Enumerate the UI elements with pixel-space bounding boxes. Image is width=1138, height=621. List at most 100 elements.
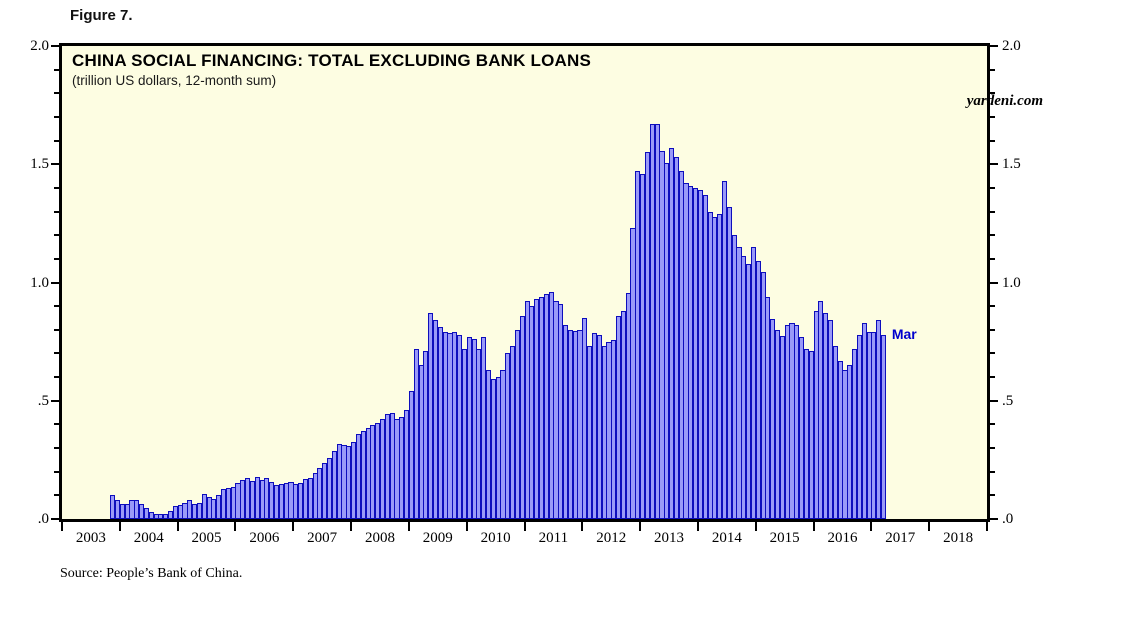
- bar: [355, 434, 361, 519]
- y-axis-minor-tick: [990, 210, 995, 213]
- y-axis-label-right: .0: [1002, 511, 1014, 527]
- x-axis-year-label: 2013: [654, 530, 685, 546]
- bar: [264, 478, 270, 519]
- y-axis-minor-tick: [990, 376, 995, 379]
- bar: [211, 498, 217, 519]
- x-axis-year-label: 2006: [249, 530, 280, 546]
- bar: [148, 511, 154, 519]
- bar: [750, 247, 757, 519]
- bar: [254, 477, 260, 519]
- bar: [765, 296, 771, 519]
- bar: [828, 320, 834, 519]
- y-axis-minor-tick: [990, 186, 995, 189]
- bar: [779, 335, 785, 519]
- bar: [640, 173, 646, 519]
- bar: [389, 412, 395, 519]
- bar: [630, 228, 636, 519]
- x-axis-tick: [350, 522, 353, 531]
- bar: [485, 370, 492, 519]
- bar: [587, 346, 593, 519]
- bar: [476, 348, 482, 519]
- y-axis-major-tick: [990, 281, 998, 284]
- bar: [225, 487, 231, 519]
- chart-title: CHINA SOCIAL FINANCING: TOTAL EXCLUDING …: [72, 51, 592, 70]
- bar: [370, 425, 376, 519]
- bar: [567, 329, 573, 519]
- bar: [876, 320, 882, 519]
- bar: [114, 500, 121, 519]
- y-axis-minor-tick: [54, 423, 59, 426]
- bar: [534, 299, 540, 519]
- bar: [360, 431, 366, 519]
- figure-label: Figure 7.: [70, 7, 133, 24]
- bar: [495, 377, 501, 519]
- y-axis-major-tick: [51, 281, 59, 284]
- x-axis-tick: [407, 522, 410, 531]
- x-axis-year-label: 2004: [133, 530, 164, 546]
- bar: [837, 360, 843, 519]
- bar: [741, 256, 747, 519]
- y-axis-major-tick: [51, 518, 59, 520]
- bar: [206, 497, 212, 519]
- bar: [432, 320, 439, 519]
- bar: [548, 291, 554, 519]
- bar: [466, 336, 472, 519]
- bar: [452, 332, 458, 519]
- x-axis-tick: [581, 522, 584, 531]
- bar: [847, 365, 853, 519]
- bar: [437, 327, 443, 519]
- x-axis-year-label: 2008: [364, 530, 395, 546]
- x-axis-year-label: 2014: [711, 530, 742, 546]
- y-axis-minor-tick: [54, 210, 59, 213]
- bar: [731, 235, 737, 519]
- bar: [784, 325, 790, 519]
- x-axis-tick: [176, 522, 179, 531]
- bar: [394, 418, 400, 519]
- y-axis-minor-tick: [990, 92, 995, 95]
- bar: [278, 483, 284, 519]
- x-axis-tick: [118, 522, 121, 531]
- x-axis-year-label: 2015: [769, 530, 800, 546]
- bar: [457, 334, 463, 519]
- x-axis-year-label: 2007: [307, 530, 338, 546]
- x-axis-year-label: 2017: [885, 530, 916, 546]
- bar: [143, 508, 149, 519]
- bar: [346, 446, 352, 519]
- bar: [110, 495, 116, 519]
- bar: [201, 494, 207, 519]
- bar: [312, 472, 318, 519]
- bar: [273, 484, 280, 519]
- bar: [601, 346, 607, 519]
- y-axis-label-left: 2.0: [30, 38, 49, 54]
- bar: [799, 336, 805, 519]
- bar: [813, 310, 819, 519]
- bar: [196, 502, 202, 519]
- bar: [712, 217, 718, 519]
- x-axis-tick: [465, 522, 468, 531]
- y-axis-minor-tick: [54, 234, 59, 237]
- bar: [163, 513, 169, 519]
- bar: [351, 442, 357, 519]
- bar: [654, 124, 660, 519]
- bar: [365, 428, 371, 519]
- bar: [818, 301, 824, 519]
- bar: [572, 330, 578, 519]
- bar: [490, 379, 496, 519]
- y-axis-minor-tick: [54, 92, 59, 95]
- bar: [702, 195, 708, 519]
- bar: [664, 163, 670, 519]
- bar: [538, 296, 545, 519]
- bar: [596, 334, 602, 519]
- last-bar-annotation: Mar: [891, 325, 917, 342]
- bar: [808, 351, 814, 519]
- bar: [187, 499, 193, 519]
- bar: [794, 325, 800, 519]
- bar: [404, 410, 410, 519]
- y-axis-minor-tick: [990, 257, 995, 260]
- y-axis-minor-tick: [54, 68, 59, 71]
- bar: [683, 183, 689, 519]
- bar: [505, 353, 511, 519]
- bar: [336, 444, 342, 519]
- x-axis-tick: [928, 522, 931, 531]
